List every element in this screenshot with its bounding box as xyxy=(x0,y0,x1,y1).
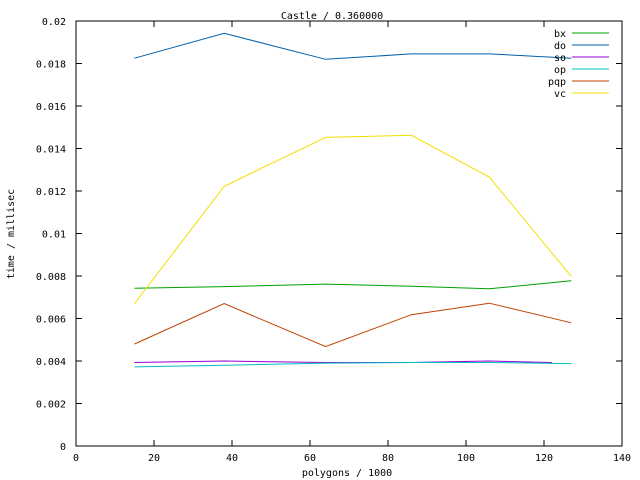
y-tick-label: 0 xyxy=(60,442,66,453)
y-tick-label: 0.018 xyxy=(36,60,66,71)
legend-label-do: do xyxy=(554,41,566,52)
x-tick-label: 60 xyxy=(304,453,316,464)
y-tick-label: 0.008 xyxy=(36,272,66,283)
y-tick-label: 0.012 xyxy=(36,187,66,198)
x-tick-label: 140 xyxy=(613,453,631,464)
x-axis: 0 20 40 60 80 100 120 140 xyxy=(73,21,631,464)
x-tick-label: 80 xyxy=(382,453,394,464)
x-axis-label: polygons / 1000 xyxy=(302,468,392,479)
plot-frame xyxy=(75,20,623,447)
series-line-vc xyxy=(134,134,572,304)
legend-label-op: op xyxy=(554,65,566,76)
x-tick-label: 40 xyxy=(226,453,238,464)
series-line-bx xyxy=(134,280,572,290)
series-line-do xyxy=(134,32,572,60)
y-tick-label: 0.006 xyxy=(36,315,66,326)
series-line-pqp xyxy=(134,302,572,348)
legend-label-bx: bx xyxy=(554,29,566,40)
y-tick-label: 0.014 xyxy=(36,145,66,156)
legend-label-vc: vc xyxy=(554,89,566,100)
y-axis: 0 0.002 0.004 0.006 0.008 0.01 0.012 0.014 0.016… xyxy=(36,17,622,453)
x-tick-label: 100 xyxy=(457,453,475,464)
y-tick-label: 0.002 xyxy=(36,400,66,411)
y-tick-label: 0.01 xyxy=(42,230,66,241)
x-tick-label: 0 xyxy=(73,453,79,464)
y-tick-label: 0.02 xyxy=(42,17,66,28)
series-line-op xyxy=(134,362,572,368)
x-tick-label: 20 xyxy=(148,453,160,464)
legend-label-so: so xyxy=(554,53,566,64)
x-tick-label: 120 xyxy=(535,453,553,464)
chart-title: Castle / 0.360000 xyxy=(281,11,383,22)
legend-label-pqp: pqp xyxy=(548,77,566,88)
y-tick-label: 0.016 xyxy=(36,102,66,113)
plot-area xyxy=(75,20,623,447)
y-tick-label: 0.004 xyxy=(36,357,66,368)
series-lines xyxy=(134,32,572,368)
y-axis-label: time / millisec xyxy=(6,189,17,279)
